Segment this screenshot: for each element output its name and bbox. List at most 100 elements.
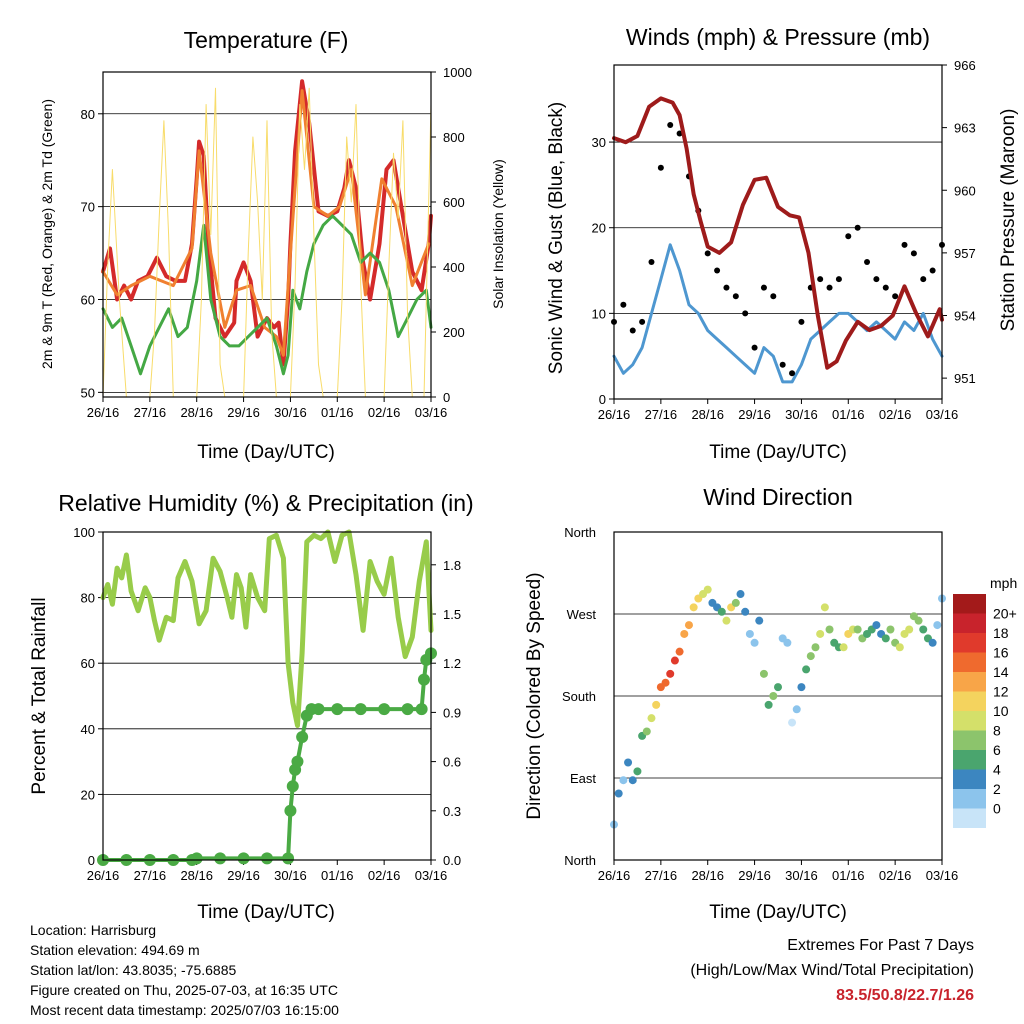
y-tick-label: 80 <box>81 107 95 122</box>
y-tick-label: 60 <box>81 656 95 671</box>
legend-swatch <box>953 711 986 731</box>
data-point <box>378 703 391 716</box>
x-tick-label: 28/16 <box>691 407 724 422</box>
data-point <box>873 276 880 283</box>
x-tick-label: 03/16 <box>926 407 959 422</box>
data-point <box>760 284 767 291</box>
x-tick-label: 26/16 <box>87 868 120 883</box>
x-tick-label: 01/16 <box>832 868 865 883</box>
y-right-tick-label: 1.2 <box>443 656 461 671</box>
data-point <box>741 607 750 616</box>
data-point <box>910 250 917 257</box>
data-point <box>853 625 862 634</box>
data-point <box>629 327 636 334</box>
legend-swatch <box>953 730 986 750</box>
legend-swatch <box>953 594 986 614</box>
y-right-tick-label: 1.8 <box>443 558 461 573</box>
speed-legend: mph 20+ 18 16 14 12 10 8 6 4 2 0 <box>953 575 1017 828</box>
series-line-solar-insolation <box>102 87 432 398</box>
data-point <box>284 804 297 817</box>
data-point <box>717 607 726 616</box>
humidity-plot: 0 20 40 60 80 100 0.0 0.3 0.6 0.9 1.2 1.5 1.8 26/16 27… <box>73 525 461 883</box>
y-right-tick-label: 1000 <box>443 65 472 80</box>
x-tick-label: 27/16 <box>645 868 678 883</box>
data-point <box>628 776 637 785</box>
y-right-tick-label: 0.0 <box>443 853 461 868</box>
legend-label: 14 <box>993 664 1009 680</box>
station-info: Location: Harrisburg Station elevation: … <box>30 920 339 1020</box>
data-point <box>331 703 344 716</box>
recent-timestamp-text: Most recent data timestamp: 2025/07/03 1… <box>30 1002 339 1018</box>
extremes-block: Extremes For Past 7 Days (High/Low/Max W… <box>690 933 974 1008</box>
data-point <box>296 731 309 743</box>
y-category-label: West <box>567 607 597 622</box>
extremes-values: 83.5/50.8/22.7/1.26 <box>836 987 974 1004</box>
data-point <box>797 683 806 692</box>
x-tick-label: 30/16 <box>274 405 307 420</box>
x-tick-label: 29/16 <box>738 407 771 422</box>
data-point <box>901 241 908 248</box>
legend-swatch <box>953 808 986 828</box>
y-right-tick-label: 0.9 <box>443 705 461 720</box>
legend-label: 4 <box>993 762 1001 778</box>
series-line-relative-humidity <box>100 529 434 728</box>
data-point <box>354 703 367 716</box>
y-tick-label: 80 <box>81 591 95 606</box>
data-point <box>798 318 805 325</box>
data-point <box>750 638 759 647</box>
y-right-tick-label: 963 <box>954 121 976 136</box>
humidity-panel: Relative Humidity (%) & Precipitation (i… <box>29 490 474 923</box>
temperature-ylabel-right: Solar Insolation (Yellow) <box>490 159 506 309</box>
winds-panel: Winds (mph) & Pressure (mb) Time (Day/UT… <box>546 24 1019 463</box>
x-tick-label: 26/16 <box>87 405 120 420</box>
legend-swatch <box>953 672 986 692</box>
data-point <box>642 727 651 736</box>
y-tick-label: 20 <box>81 787 95 802</box>
x-tick-label: 29/16 <box>227 868 260 883</box>
data-point <box>670 656 679 665</box>
legend-swatch <box>953 652 986 672</box>
data-point <box>783 638 792 647</box>
data-point <box>261 852 273 865</box>
data-point <box>779 361 786 368</box>
legend-label: 18 <box>993 625 1009 641</box>
extremes-subtitle: (High/Low/Max Wind/Total Precipitation) <box>690 962 974 979</box>
data-point <box>872 621 881 630</box>
y-category-label: North <box>564 853 596 868</box>
x-tick-label: 28/16 <box>180 405 213 420</box>
data-point <box>704 250 711 257</box>
speed-legend-title: mph <box>990 575 1017 591</box>
data-point <box>745 629 754 638</box>
temperature-title: Temperature (F) <box>184 27 349 53</box>
data-point <box>792 705 801 714</box>
y-right-tick-label: 200 <box>443 325 465 340</box>
data-point <box>881 634 890 643</box>
data-point <box>864 258 871 265</box>
data-point <box>680 629 689 638</box>
series-line-2m-td <box>101 214 433 376</box>
humidity-ylabel-left: Percent & Total Rainfall <box>29 597 50 794</box>
data-point <box>647 714 656 723</box>
data-point <box>751 344 758 351</box>
data-point <box>882 284 889 291</box>
x-tick-label: 30/16 <box>785 407 818 422</box>
data-point <box>811 643 820 652</box>
data-point <box>919 625 928 634</box>
data-point <box>732 293 739 300</box>
temperature-ylabel-left: 2m & 9m T (Red, Orange) & 2m Td (Green) <box>39 99 55 369</box>
direction-panel: Wind Direction Time (Day/UTC) Direction … <box>524 484 1017 923</box>
x-tick-label: 27/16 <box>134 868 167 883</box>
data-point <box>755 616 764 625</box>
y-tick-label: 0 <box>88 853 95 868</box>
y-tick-label: 50 <box>81 385 95 400</box>
data-point <box>933 621 942 630</box>
y-category-label: East <box>570 771 596 786</box>
y-right-tick-label: 966 <box>954 58 976 73</box>
data-point <box>648 258 655 265</box>
data-point <box>816 629 825 638</box>
y-category-label: North <box>564 525 596 540</box>
legend-swatch <box>953 613 986 633</box>
x-tick-label: 26/16 <box>598 407 631 422</box>
